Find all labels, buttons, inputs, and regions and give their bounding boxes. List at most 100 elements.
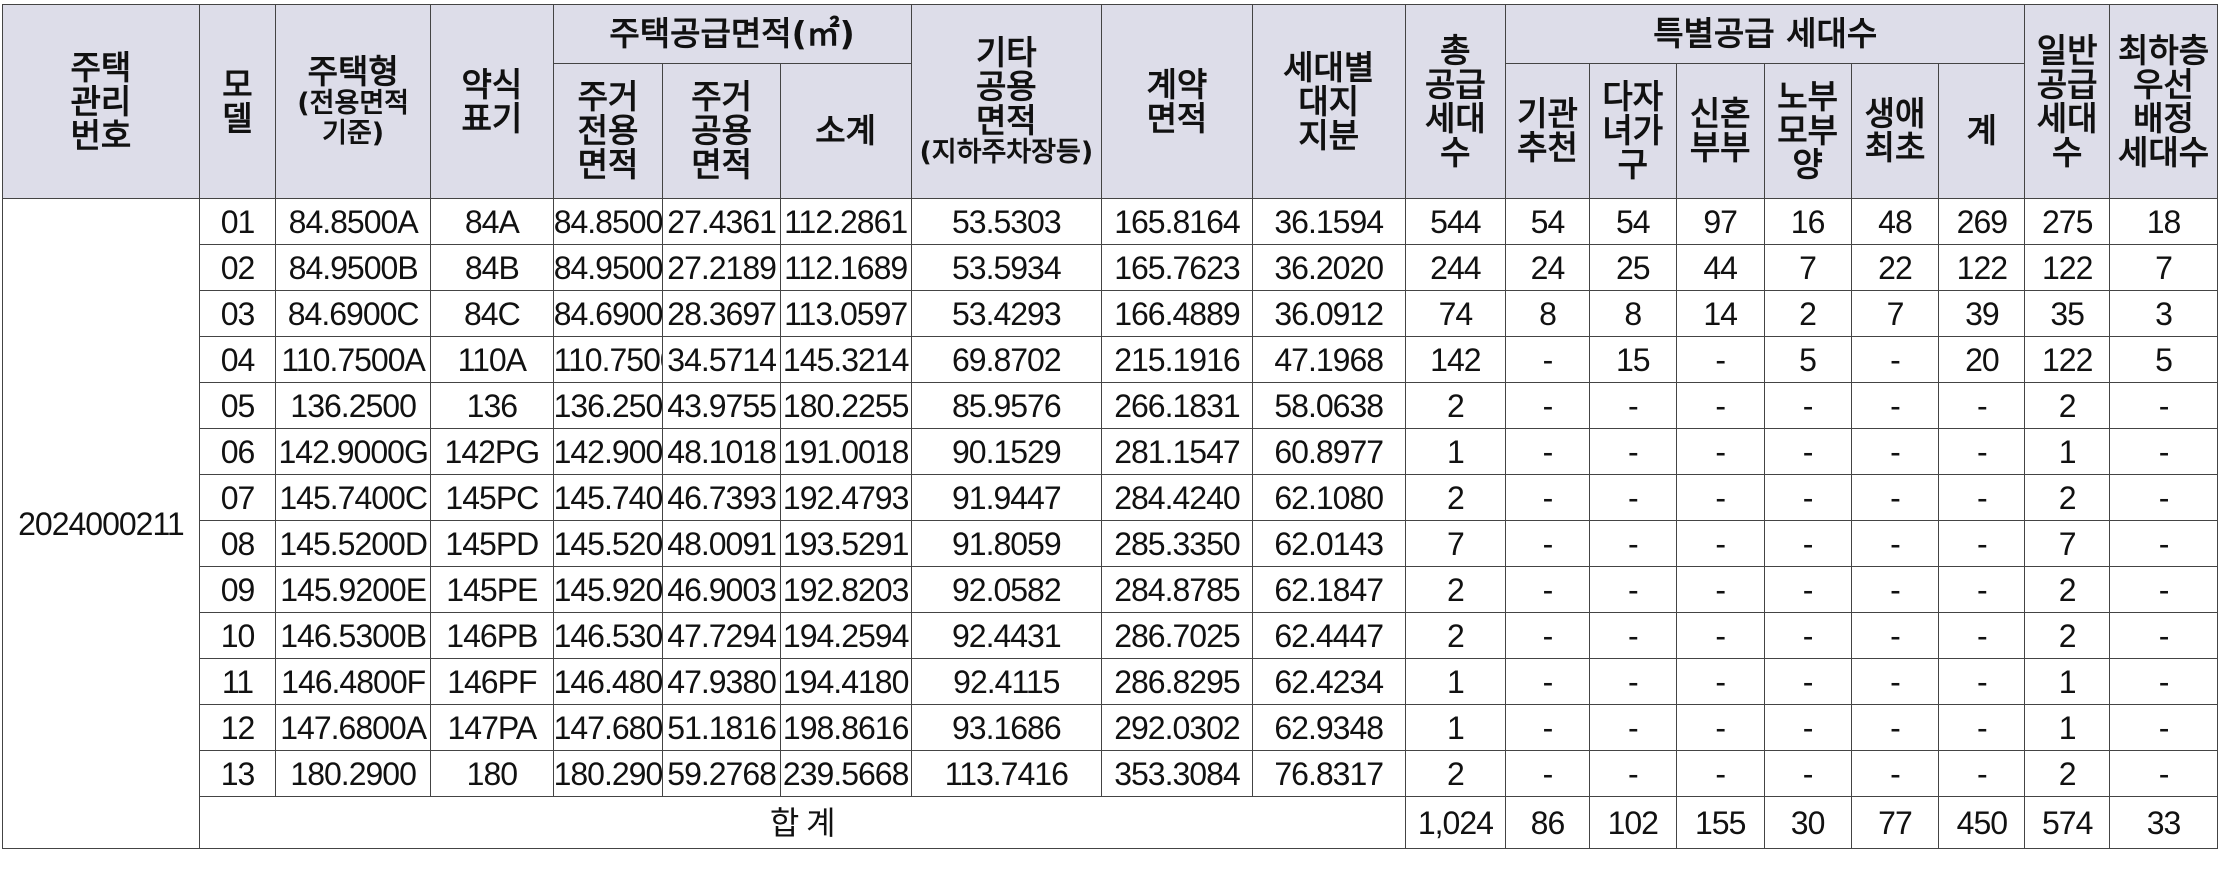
table-cell: 136.2500 [275,382,432,429]
table-cell: 03 [198,290,277,337]
total-cell: 574 [2024,796,2111,849]
table-cell: 12 [198,704,277,751]
table-row: 04110.7500A110A110.750034.5714145.321469… [3,336,2218,383]
table-cell: 145.7400 [552,474,664,521]
header-other-common: 기타 공용 면적 (지하주차장등) [910,4,1103,199]
table-cell: - [1763,382,1852,429]
table-cell: 62.1847 [1251,566,1406,613]
table-cell: - [1588,382,1677,429]
table-cell: 194.2594 [779,612,912,659]
table-cell: 145PD [430,520,554,567]
header-inst: 기관 추천 [1505,63,1590,199]
table-cell: 145.5200 [552,520,664,567]
total-cell: 155 [1675,796,1765,849]
table-cell: - [1588,566,1677,613]
table-body: 2024000211 01 84.8500A 84A 84.8500 27.4361 112… [2,198,2218,849]
table-cell: 48.1018 [662,428,781,475]
table-cell: - [1938,658,2026,705]
table-cell: 47.9380 [662,658,781,705]
table-cell: 1 [2024,658,2111,705]
table-cell: - [1505,704,1590,751]
table-cell: - [1505,520,1590,567]
table-cell: - [1938,566,2026,613]
table-cell: 544 [1404,198,1507,245]
table-cell: 10 [198,612,277,659]
table-cell: 7 [1404,520,1507,567]
table-cell: 180.2255 [779,382,912,429]
table-cell: - [1675,566,1765,613]
table-cell: - [1675,612,1765,659]
table-cell: 122 [2024,244,2111,291]
table-cell: 84.8500A [275,198,432,245]
header-multi: 다자 녀가 구 [1588,63,1677,199]
table-cell: 34.5714 [662,336,781,383]
table-cell: - [1588,612,1677,659]
table-cell: 110.7500A [275,336,432,383]
table-cell: 1 [2024,704,2111,751]
table-cell: 113.0597 [779,290,912,337]
table-cell: 7 [1850,290,1940,337]
supply-table: 주택 관리 번호 모 델 주택형 (전용면적 기준) 약식 표기 주택공급면적(㎡… [2,4,2218,849]
table-cell: - [2109,474,2218,521]
table-cell: 142.9000 [552,428,664,475]
table-cell: 02 [198,244,277,291]
table-cell: 7 [2109,244,2218,291]
table-cell: 146.5300B [275,612,432,659]
table-row: 09145.9200E145PE145.920046.9003192.82039… [3,566,2218,613]
table-cell: 122 [2024,336,2111,383]
table-cell: 46.7393 [662,474,781,521]
table-cell: - [2109,658,2218,705]
table-cell: - [1505,566,1590,613]
table-cell: - [1850,612,1940,659]
table-cell: 69.8702 [910,336,1103,383]
table-cell: 53.4293 [910,290,1103,337]
table-cell: - [1938,704,2026,751]
table-cell: 84.6900 [552,290,664,337]
table-cell: 15 [1588,336,1677,383]
table-cell: 147.6800 [552,704,664,751]
table-row: 13180.2900180180.290059.2768239.5668113.… [3,750,2218,797]
table-cell: 54 [1588,198,1677,245]
table-row: 05136.2500136136.250043.9755180.225585.9… [3,382,2218,429]
table-cell: 5 [2109,336,2218,383]
table-cell: 145PC [430,474,554,521]
total-cell: 450 [1938,796,2026,849]
table-cell: 97 [1675,198,1765,245]
mgmt-code-cell: 2024000211 [2,198,200,849]
table-cell: 43.9755 [662,382,781,429]
table-cell: - [1505,658,1590,705]
table-cell: 92.0582 [910,566,1103,613]
table-cell: - [1675,704,1765,751]
total-cell: 102 [1588,796,1677,849]
table-cell: 39 [1938,290,2026,337]
table-cell: 244 [1404,244,1507,291]
table-cell: 2 [2024,612,2111,659]
table-cell: 180.2900 [552,750,664,797]
table-row: 07145.7400C145PC145.740046.7393192.47939… [3,474,2218,521]
table-cell: - [2109,566,2218,613]
table-cell: - [2109,704,2218,751]
table-cell: 16 [1763,198,1852,245]
table-cell: 180.2900 [275,750,432,797]
table-cell: - [1763,658,1852,705]
header-excl-area: 주거 전용 면적 [552,63,664,199]
table-cell: - [1763,474,1852,521]
table-cell: - [1588,520,1677,567]
table-cell: 145.7400C [275,474,432,521]
table-cell: 2 [1404,612,1507,659]
header-firsttime: 생애 최초 [1850,63,1940,199]
header-special: 특별공급 세대수 [1505,4,2026,64]
table-cell: 292.0302 [1101,704,1253,751]
table-cell: - [1675,336,1765,383]
table-cell: 91.8059 [910,520,1103,567]
table-cell: 28.3697 [662,290,781,337]
table-cell: - [2109,612,2218,659]
table-cell: - [1763,520,1852,567]
table-cell: 147PA [430,704,554,751]
table-cell: 2 [2024,566,2111,613]
table-cell: 36.0912 [1251,290,1406,337]
total-row: 합 계 1,024 86 102 155 30 77 450 574 33 [3,796,2218,849]
header-special-sum: 계 [1938,63,2026,199]
table-cell: 18 [2109,198,2218,245]
table-cell: 53.5303 [910,198,1103,245]
